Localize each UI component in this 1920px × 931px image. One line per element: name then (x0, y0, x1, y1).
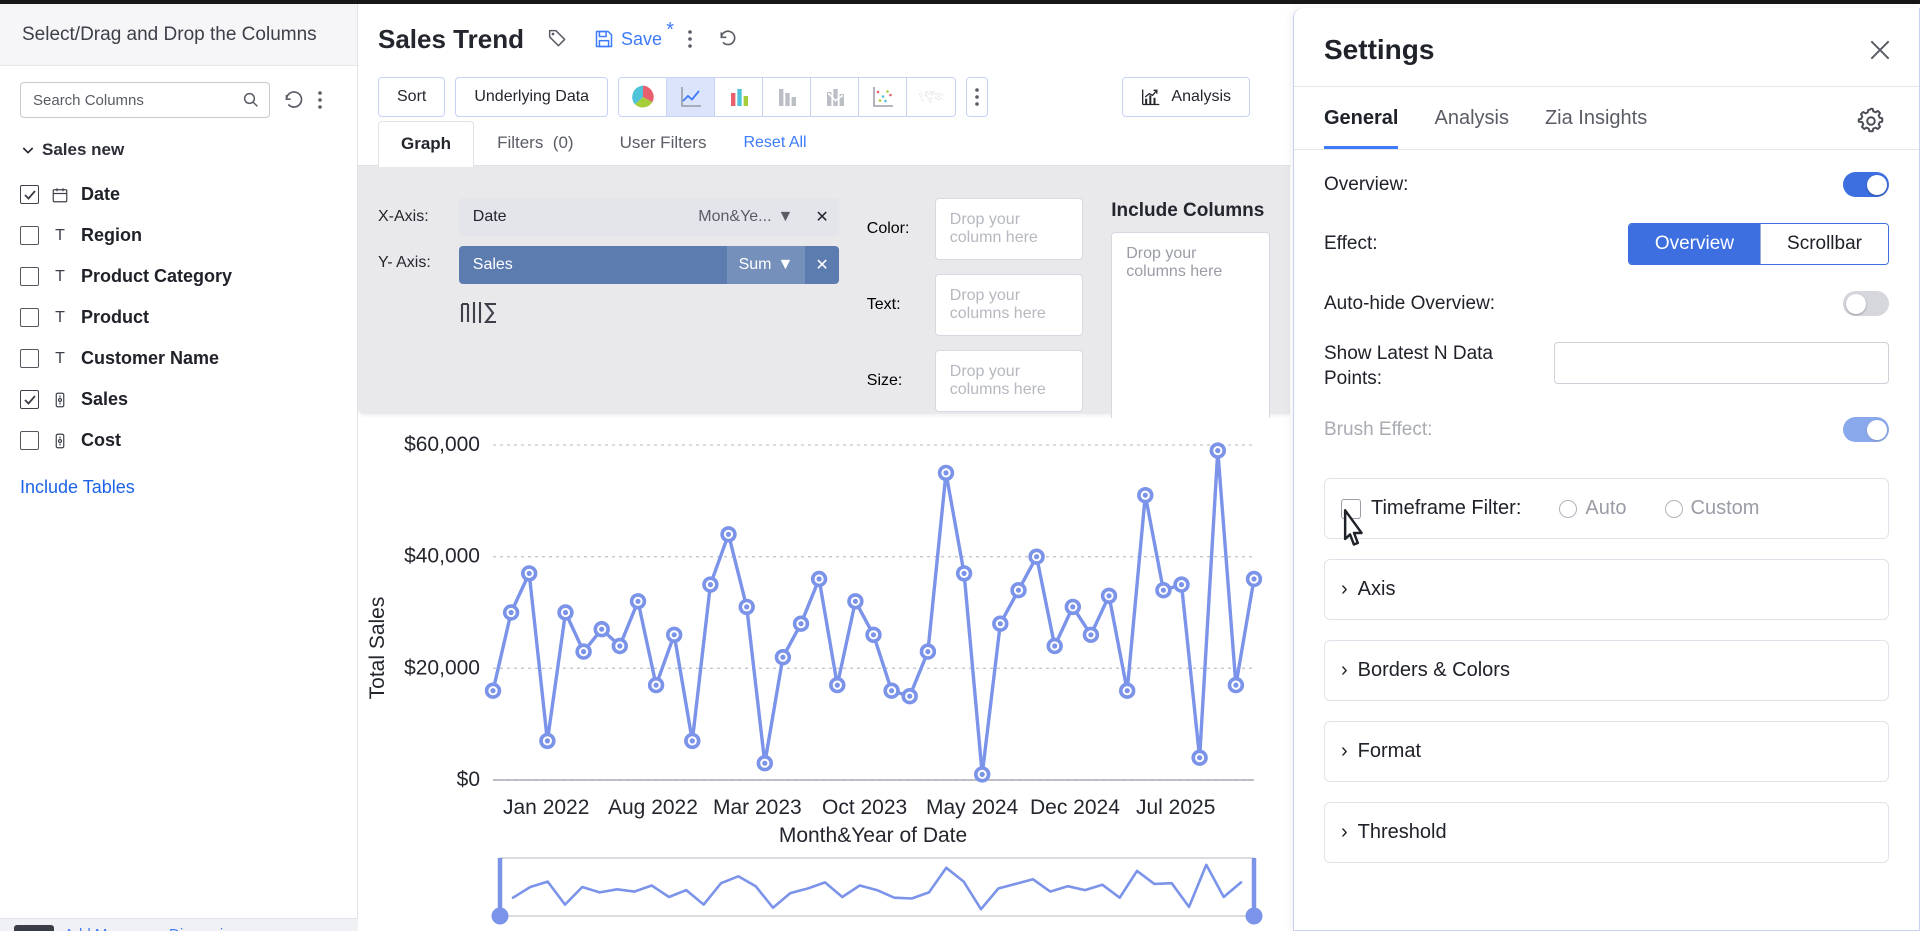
svg-text:$0: $0 (457, 768, 480, 791)
svg-text:Total Sales: Total Sales (366, 597, 389, 700)
svg-text:Jul 2025: Jul 2025 (1136, 796, 1215, 819)
svg-text:$40,000: $40,000 (404, 545, 480, 568)
svg-text:Oct 2023: Oct 2023 (822, 796, 907, 819)
svg-text:Mar 2023: Mar 2023 (713, 796, 802, 819)
svg-text:Jan 2022: Jan 2022 (503, 796, 589, 819)
svg-text:$20,000: $20,000 (404, 656, 480, 679)
svg-text:May 2024: May 2024 (926, 796, 1019, 819)
svg-text:$60,000: $60,000 (404, 433, 480, 456)
svg-text:Month&Year of Date: Month&Year of Date (779, 824, 967, 847)
svg-text:Aug 2022: Aug 2022 (608, 796, 698, 819)
svg-text:Dec 2024: Dec 2024 (1030, 796, 1120, 819)
